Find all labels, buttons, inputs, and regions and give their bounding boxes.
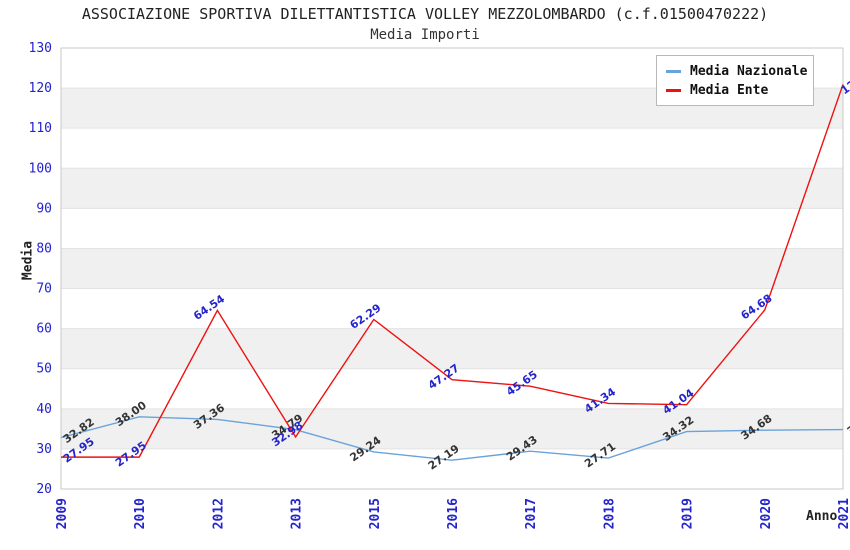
x-tick-label: 2018 <box>602 498 617 529</box>
plot-border <box>60 47 844 490</box>
x-tick-label: 2021 <box>837 498 850 529</box>
y-tick-label: 50 <box>36 362 52 377</box>
legend-item-media-ente: Media Ente <box>657 81 813 100</box>
x-axis-title: Anno <box>806 509 838 524</box>
line-marker-icon <box>666 89 681 92</box>
legend-item-media-nazionale: Media Nazionale <box>657 62 813 81</box>
x-tick-label: 2017 <box>524 498 539 529</box>
y-axis-title: Media <box>20 240 36 281</box>
data-label: 62.29 <box>348 301 384 332</box>
data-label: 45.65 <box>504 368 540 399</box>
chart-legend: Media Nazionale Media Ente <box>656 55 814 106</box>
band <box>61 408 843 449</box>
y-tick-label: 90 <box>36 201 52 216</box>
data-label: 34.83 <box>845 407 850 438</box>
series-line-media-ente <box>61 84 844 458</box>
x-tick-label: 2015 <box>368 498 383 529</box>
y-tick-label: 100 <box>29 161 52 176</box>
series-line-media-nazionale <box>60 416 844 461</box>
x-tick-label: 2016 <box>446 498 461 529</box>
x-tick-label: 2013 <box>290 498 305 529</box>
y-tick-label: 70 <box>36 282 52 297</box>
chart-subtitle: Media Importi <box>370 27 480 43</box>
legend-label: Media Nazionale <box>690 64 808 79</box>
chart-title: ASSOCIAZIONE SPORTIVA DILETTANTISTICA VO… <box>81 5 769 23</box>
x-tick-label: 2010 <box>133 498 148 529</box>
y-tick-label: 40 <box>36 402 52 417</box>
data-label: 64.68 <box>739 292 775 323</box>
y-tick-label: 110 <box>29 121 52 136</box>
y-tick-label: 60 <box>36 322 52 337</box>
y-tick-label: 80 <box>36 241 52 256</box>
y-tick-label: 120 <box>29 81 52 96</box>
x-tick-label: 2009 <box>55 498 70 529</box>
band <box>61 328 843 369</box>
line-marker-icon <box>666 70 681 73</box>
y-tick-label: 20 <box>36 482 52 497</box>
x-tick-label: 2012 <box>211 498 226 529</box>
y-tick-label: 130 <box>29 41 52 56</box>
legend-label: Media Ente <box>690 83 769 98</box>
x-tick-label: 2020 <box>759 498 774 529</box>
y-tick-label: 30 <box>36 442 52 457</box>
x-tick-label: 2019 <box>681 498 696 529</box>
band <box>61 168 843 209</box>
band <box>61 248 843 289</box>
